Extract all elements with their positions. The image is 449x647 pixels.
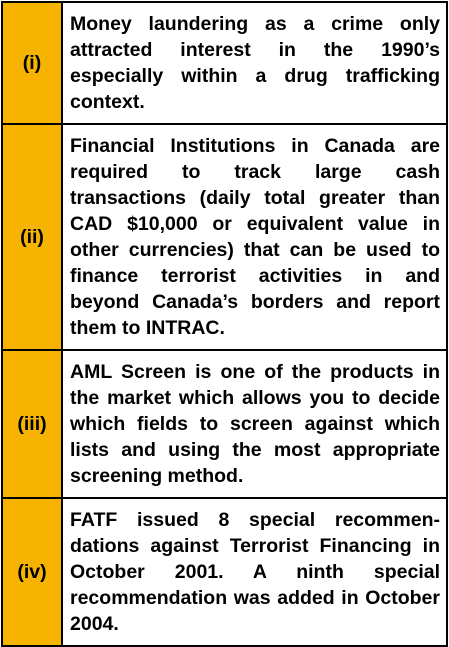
row-label: (iii) — [1, 349, 63, 499]
row-text: Money laundering as a crime only attract… — [61, 1, 448, 125]
row-label: (ii) — [1, 123, 63, 351]
row-text: Financial Institutions in Canada are req… — [61, 123, 448, 351]
table-row: (iii) AML Screen is one of the products i… — [1, 349, 448, 499]
table-row: (iv) FATF issued 8 special recommen­datio… — [1, 497, 448, 647]
row-label: (iv) — [1, 497, 63, 647]
row-text: FATF issued 8 special recommen­dations a… — [61, 497, 448, 647]
table-row: (ii) Financial Institutions in Canada are… — [1, 123, 448, 351]
row-text: AML Screen is one of the products in the… — [61, 349, 448, 499]
row-label: (i) — [1, 1, 63, 125]
table-row: (i) Money laundering as a crime only attr… — [1, 1, 448, 125]
